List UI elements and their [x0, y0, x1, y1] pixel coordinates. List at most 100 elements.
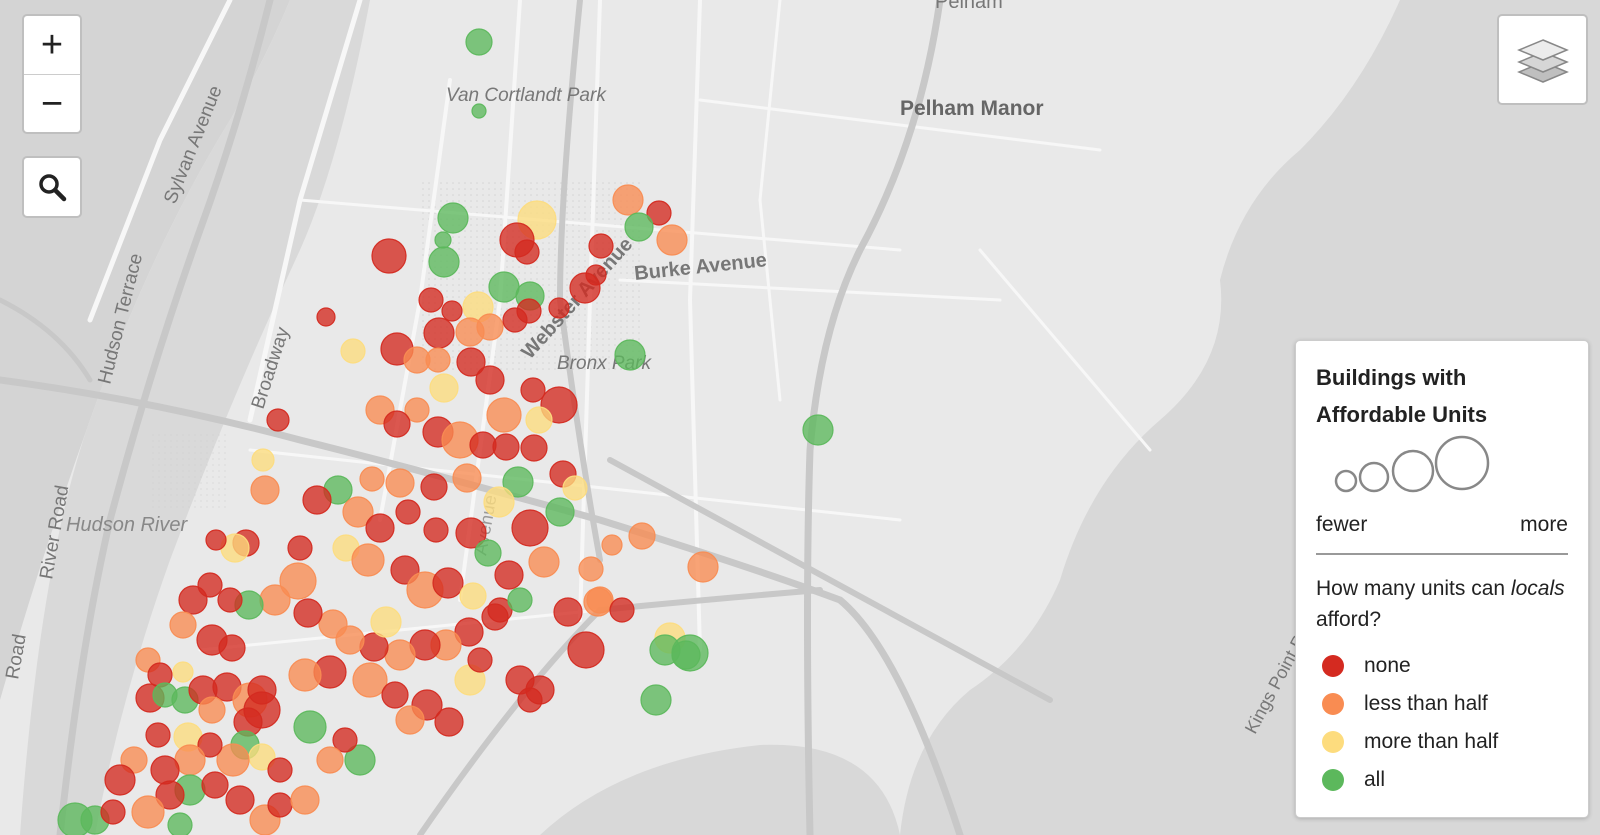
building-marker[interactable]	[342, 496, 374, 528]
building-marker[interactable]	[418, 287, 444, 313]
zoom-in-button[interactable]: +	[40, 24, 64, 66]
building-marker[interactable]	[359, 466, 385, 492]
building-marker[interactable]	[104, 764, 136, 796]
building-marker[interactable]	[469, 431, 497, 459]
building-marker[interactable]	[511, 509, 549, 547]
building-marker[interactable]	[437, 202, 469, 234]
building-marker[interactable]	[475, 365, 505, 395]
layers-button[interactable]	[1497, 14, 1588, 105]
building-marker[interactable]	[502, 307, 528, 333]
building-marker[interactable]	[434, 231, 452, 249]
building-marker[interactable]	[217, 587, 243, 613]
building-marker[interactable]	[251, 448, 275, 472]
building-marker[interactable]	[365, 513, 395, 543]
building-marker[interactable]	[452, 463, 482, 493]
building-marker[interactable]	[428, 246, 460, 278]
building-marker[interactable]	[259, 584, 291, 616]
building-marker[interactable]	[441, 300, 463, 322]
building-marker[interactable]	[567, 631, 605, 669]
building-marker[interactable]	[425, 347, 451, 373]
building-marker[interactable]	[293, 598, 323, 628]
building-marker[interactable]	[385, 468, 415, 498]
building-marker[interactable]	[548, 297, 570, 319]
building-marker[interactable]	[646, 200, 672, 226]
building-marker[interactable]	[494, 560, 524, 590]
building-marker[interactable]	[459, 582, 487, 610]
building-marker[interactable]	[216, 743, 250, 777]
building-marker[interactable]	[381, 681, 409, 709]
building-marker[interactable]	[562, 475, 588, 501]
building-marker[interactable]	[290, 785, 320, 815]
building-marker[interactable]	[528, 546, 560, 578]
building-marker[interactable]	[502, 466, 534, 498]
building-marker[interactable]	[507, 587, 533, 613]
building-marker[interactable]	[628, 522, 656, 550]
building-marker[interactable]	[687, 551, 719, 583]
building-marker[interactable]	[172, 661, 194, 683]
building-marker[interactable]	[250, 475, 280, 505]
building-marker[interactable]	[432, 567, 464, 599]
building-marker[interactable]	[279, 562, 317, 600]
building-marker[interactable]	[201, 771, 229, 799]
building-marker[interactable]	[520, 377, 546, 403]
building-marker[interactable]	[198, 696, 226, 724]
building-marker[interactable]	[316, 307, 336, 327]
search-button[interactable]	[22, 156, 82, 218]
building-marker[interactable]	[569, 272, 601, 304]
building-marker[interactable]	[318, 609, 348, 639]
building-marker[interactable]	[545, 497, 575, 527]
building-marker[interactable]	[467, 647, 493, 673]
building-marker[interactable]	[167, 812, 193, 835]
building-marker[interactable]	[517, 687, 543, 713]
building-marker[interactable]	[267, 792, 293, 818]
building-marker[interactable]	[465, 28, 493, 56]
building-marker[interactable]	[434, 707, 464, 737]
building-marker[interactable]	[267, 757, 293, 783]
building-marker[interactable]	[395, 705, 425, 735]
building-marker[interactable]	[340, 338, 366, 364]
building-marker[interactable]	[100, 799, 126, 825]
building-marker[interactable]	[352, 662, 388, 698]
building-marker[interactable]	[486, 397, 522, 433]
building-marker[interactable]	[553, 597, 583, 627]
building-marker[interactable]	[169, 611, 197, 639]
building-marker[interactable]	[656, 224, 688, 256]
building-marker[interactable]	[483, 486, 515, 518]
zoom-out-button[interactable]: −	[24, 74, 80, 133]
building-marker[interactable]	[344, 744, 376, 776]
building-marker[interactable]	[332, 727, 358, 753]
building-marker[interactable]	[370, 606, 402, 638]
building-marker[interactable]	[640, 684, 672, 716]
building-marker[interactable]	[205, 529, 227, 551]
building-marker[interactable]	[404, 397, 430, 423]
building-marker[interactable]	[520, 434, 548, 462]
building-marker[interactable]	[178, 585, 208, 615]
building-marker[interactable]	[492, 433, 520, 461]
building-marker[interactable]	[429, 373, 459, 403]
building-marker[interactable]	[612, 184, 644, 216]
building-marker[interactable]	[802, 414, 834, 446]
building-marker[interactable]	[316, 746, 344, 774]
building-marker[interactable]	[383, 410, 411, 438]
building-marker[interactable]	[302, 485, 332, 515]
building-marker[interactable]	[487, 597, 513, 623]
building-marker[interactable]	[225, 785, 255, 815]
building-marker[interactable]	[247, 675, 277, 705]
building-marker[interactable]	[586, 586, 614, 614]
building-marker[interactable]	[454, 617, 484, 647]
building-marker[interactable]	[614, 339, 646, 371]
building-marker[interactable]	[423, 517, 449, 543]
building-marker[interactable]	[671, 640, 701, 670]
building-marker[interactable]	[420, 473, 448, 501]
building-marker[interactable]	[197, 732, 223, 758]
building-marker[interactable]	[471, 103, 487, 119]
building-marker[interactable]	[145, 722, 171, 748]
building-marker[interactable]	[455, 517, 487, 549]
building-marker[interactable]	[371, 238, 407, 274]
building-marker[interactable]	[293, 710, 327, 744]
building-marker[interactable]	[131, 795, 165, 829]
building-marker[interactable]	[609, 597, 635, 623]
building-marker[interactable]	[456, 347, 486, 377]
building-marker[interactable]	[578, 556, 604, 582]
building-marker[interactable]	[488, 271, 520, 303]
